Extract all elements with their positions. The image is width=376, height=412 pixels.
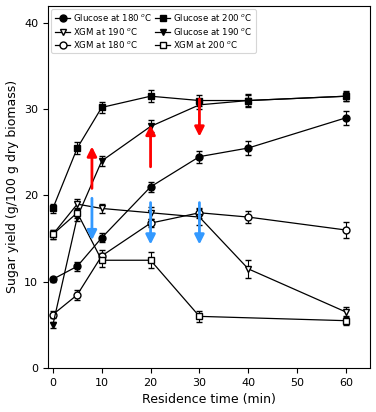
- Y-axis label: Sugar yield (g/100 g dry biomass): Sugar yield (g/100 g dry biomass): [6, 80, 18, 293]
- Legend: Glucose at 180 $^{o}$C, XGM at 190 $^{o}$C, XGM at 180 $^{o}$C, Glucose at 200 $: Glucose at 180 $^{o}$C, XGM at 190 $^{o}…: [52, 9, 256, 53]
- X-axis label: Residence time (min): Residence time (min): [142, 393, 276, 407]
